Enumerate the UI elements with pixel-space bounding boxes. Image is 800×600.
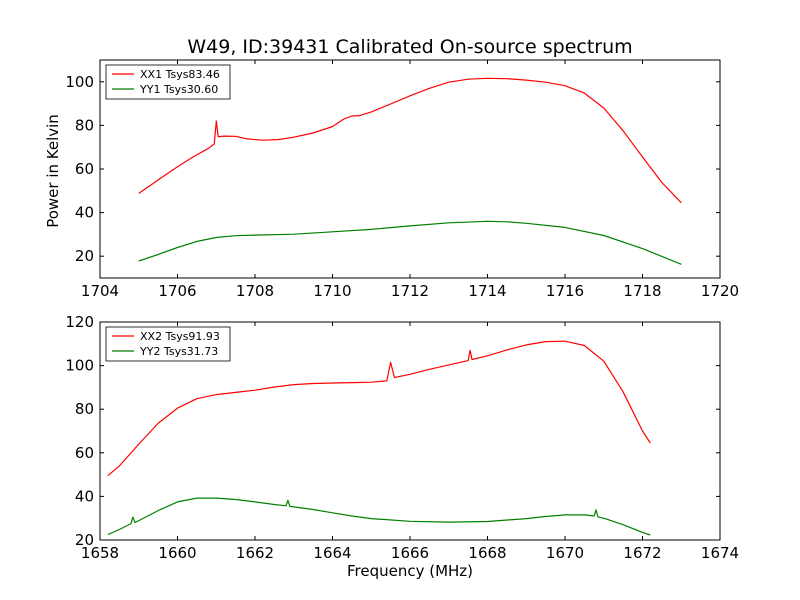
x-tick-label: 1704 <box>81 282 119 300</box>
top-panel: 1704 1706 1708 1710 1712 1714 1716 1718 1720 20 40… <box>65 59 739 300</box>
x-tick-label: 1674 <box>701 544 739 562</box>
y-tick-label: 80 <box>75 400 94 418</box>
x-tick-label: 1664 <box>313 544 351 562</box>
x-tick-label: 1712 <box>391 282 429 300</box>
x-tick-label: 1710 <box>313 282 351 300</box>
legend-label: XX1 Tsys83.46 <box>140 68 220 81</box>
y-tick-label: 40 <box>75 487 94 505</box>
bottom-panel: 1658 1660 1662 1664 1666 1668 1670 1672 1674 20 40… <box>65 313 739 562</box>
x-tick-label: 1658 <box>81 544 119 562</box>
y-tick-label: 80 <box>75 116 94 134</box>
x-tick-label: 1660 <box>158 544 196 562</box>
y-tick-label: 20 <box>75 247 94 265</box>
series-line-xx2 <box>107 340 651 477</box>
legend-label: YY2 Tsys31.73 <box>139 345 218 358</box>
legend: XX2 Tsys91.93 YY2 Tsys31.73 <box>105 326 231 362</box>
y-axis-label: Power in Kelvin <box>44 114 62 228</box>
y-tick-label: 20 <box>75 531 94 549</box>
x-tick-label: 1662 <box>236 544 274 562</box>
x-tick-label: 1714 <box>468 282 506 300</box>
y-tick-label: 40 <box>75 204 94 222</box>
x-tick-label: 1666 <box>391 544 429 562</box>
x-tick-label: 1706 <box>158 282 196 300</box>
x-tick-label: 1672 <box>623 544 661 562</box>
x-tick-label: 1668 <box>468 544 506 562</box>
y-tick-label: 120 <box>65 313 94 331</box>
x-tick-label: 1716 <box>546 282 584 300</box>
x-axis-label: Frequency (MHz) <box>347 562 473 580</box>
legend-box <box>105 326 231 362</box>
series-line-yy2 <box>107 497 651 536</box>
x-tick-label: 1718 <box>623 282 661 300</box>
x-tick-label: 1670 <box>546 544 584 562</box>
y-tick-label: 100 <box>65 73 94 91</box>
chart-title: W49, ID:39431 Calibrated On-source spect… <box>187 36 632 58</box>
x-tick-label: 1720 <box>701 282 739 300</box>
x-tick-label: 1708 <box>236 282 274 300</box>
legend-box <box>105 64 231 100</box>
series-line-yy1 <box>138 220 682 265</box>
legend-label: YY1 Tsys30.60 <box>139 83 218 96</box>
legend-label: XX2 Tsys91.93 <box>140 330 220 343</box>
legend: XX1 Tsys83.46 YY1 Tsys30.60 <box>105 64 231 100</box>
y-tick-label: 60 <box>75 444 94 462</box>
series-line-xx1 <box>138 77 682 204</box>
y-tick-label: 100 <box>65 357 94 375</box>
y-tick-label: 60 <box>75 160 94 178</box>
